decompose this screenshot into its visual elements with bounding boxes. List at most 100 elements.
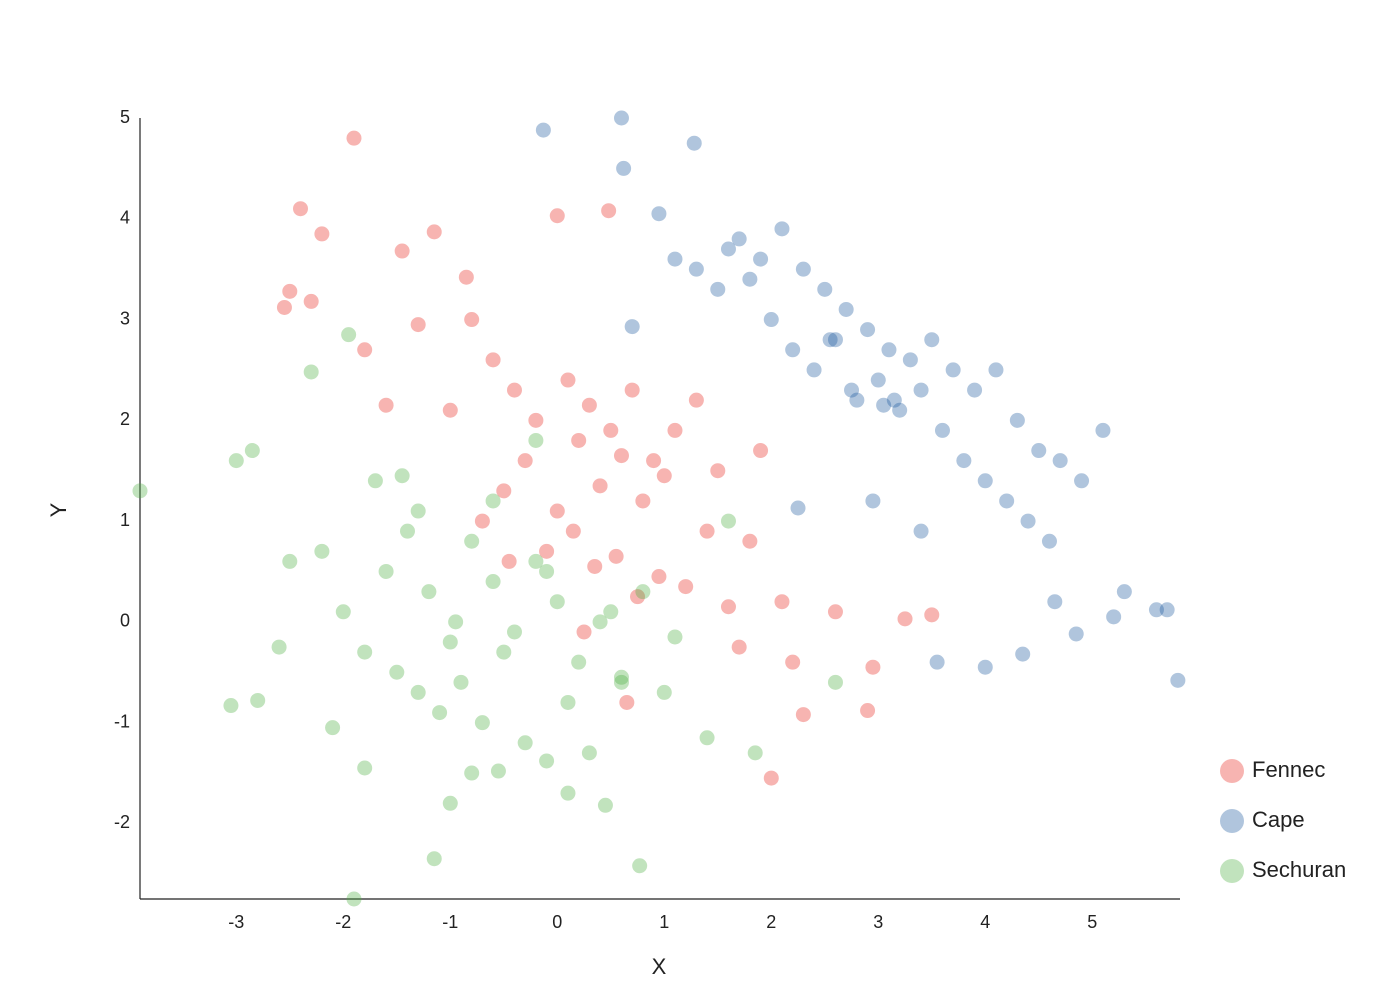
scatter-point	[560, 372, 576, 388]
scatter-point	[535, 122, 551, 138]
scatter-point	[325, 720, 341, 736]
scatter-point	[442, 795, 458, 811]
scatter-point	[844, 382, 860, 398]
scatter-point	[806, 362, 822, 378]
scatter-point	[667, 251, 683, 267]
scatter-point	[822, 332, 838, 348]
scatter-point	[1015, 646, 1031, 662]
scatter-point	[432, 705, 448, 721]
scatter-point	[945, 362, 961, 378]
scatter-point	[967, 382, 983, 398]
scatter-point	[571, 432, 587, 448]
scatter-point	[720, 241, 736, 257]
scatter-point	[827, 332, 843, 348]
scatter-point	[1047, 594, 1063, 610]
scatter-point	[464, 765, 480, 781]
scatter-point	[335, 604, 351, 620]
scatter-point	[485, 574, 501, 590]
scatter-point	[571, 654, 587, 670]
scatter-point	[581, 397, 597, 413]
scatter-point	[795, 707, 811, 723]
scatter-point	[378, 397, 394, 413]
scatter-point	[581, 745, 597, 761]
scatter-point	[223, 698, 239, 714]
scatter-point	[496, 483, 512, 499]
scatter-point	[565, 523, 581, 539]
scatter-point	[448, 614, 464, 630]
scatter-point	[314, 543, 330, 559]
x-tick-label: 2	[766, 912, 776, 932]
scatter-point	[956, 453, 972, 469]
y-tick-label: 0	[120, 611, 130, 631]
scatter-point	[410, 503, 426, 519]
scatter-point	[710, 281, 726, 297]
scatter-point	[753, 251, 769, 267]
scatter-point	[785, 342, 801, 358]
scatter-point	[1170, 672, 1186, 688]
scatter-point	[314, 226, 330, 242]
scatter-point	[394, 243, 410, 259]
scatter-point	[442, 634, 458, 650]
scatter-point	[753, 443, 769, 459]
scatter-point	[838, 301, 854, 317]
scatter-point	[528, 412, 544, 428]
scatter-point	[774, 221, 790, 237]
scatter-point	[271, 639, 287, 655]
scatter-point	[656, 684, 672, 700]
scatter-point	[763, 312, 779, 328]
scatter-point	[742, 533, 758, 549]
scatter-point	[632, 858, 648, 874]
x-tick-label: -1	[442, 912, 458, 932]
x-tick-label: 3	[873, 912, 883, 932]
scatter-point	[442, 402, 458, 418]
scatter-point	[549, 594, 565, 610]
scatter-point	[827, 604, 843, 620]
scatter-point	[276, 299, 292, 315]
scatter-point	[1074, 473, 1090, 489]
scatter-point	[603, 604, 619, 620]
scatter-point	[228, 453, 244, 469]
scatter-point	[624, 319, 640, 335]
scatter-point	[977, 659, 993, 675]
scatter-point	[656, 468, 672, 484]
scatter-point	[539, 563, 555, 579]
scatter-point	[860, 322, 876, 338]
scatter-point	[865, 659, 881, 675]
scatter-point	[410, 684, 426, 700]
scatter-point	[490, 763, 506, 779]
scatter-point	[1095, 422, 1111, 438]
y-tick-label: 4	[120, 208, 130, 228]
scatter-point	[549, 503, 565, 519]
scatter-point	[389, 664, 405, 680]
scatter-point	[849, 392, 865, 408]
scatter-point	[464, 312, 480, 328]
x-tick-label: 4	[980, 912, 990, 932]
scatter-point	[988, 362, 1004, 378]
scatter-point	[1116, 584, 1132, 600]
scatter-point	[528, 432, 544, 448]
scatter-point	[720, 599, 736, 615]
scatter-point	[913, 382, 929, 398]
scatter-point	[635, 493, 651, 509]
scatter-point	[892, 402, 908, 418]
scatter-point	[357, 644, 373, 660]
scatter-point	[367, 473, 383, 489]
scatter-point	[474, 715, 490, 731]
scatter-point	[630, 589, 646, 605]
y-tick-label: 5	[120, 107, 130, 127]
scatter-point	[977, 473, 993, 489]
scatter-point	[667, 422, 683, 438]
scatter-point	[341, 327, 357, 343]
scatter-point	[1041, 533, 1057, 549]
legend-label: Sechuran	[1252, 857, 1346, 882]
scatter-point	[410, 317, 426, 333]
scatter-point	[897, 611, 913, 627]
scatter-point	[303, 293, 319, 309]
scatter-point	[1009, 412, 1025, 428]
scatter-point	[1068, 626, 1084, 642]
scatter-point	[597, 797, 613, 813]
scatter-point	[876, 397, 892, 413]
scatter-point	[902, 352, 918, 368]
scatter-point	[453, 674, 469, 690]
